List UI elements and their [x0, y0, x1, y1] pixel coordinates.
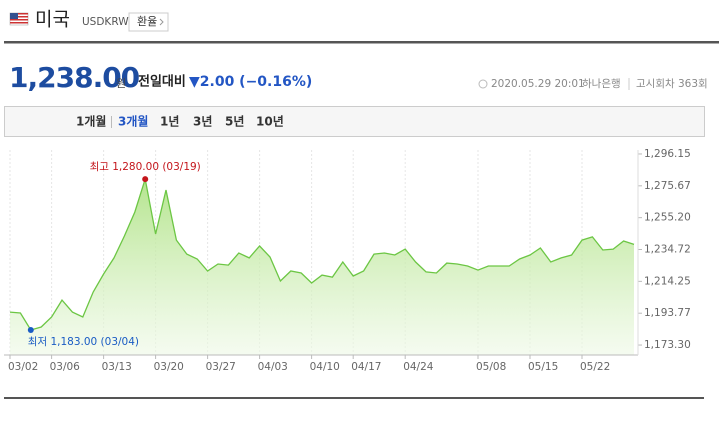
button[interactable]: 환율	[137, 15, 157, 28]
y-tick-label: 1,275.67	[644, 180, 691, 192]
flag	[9, 12, 29, 26]
tab-bar	[4, 106, 705, 137]
x-tick-label: 05/08	[476, 361, 506, 373]
round: 고시회차 363회	[636, 78, 708, 90]
tab[interactable]: 3개월	[118, 114, 148, 129]
annotation-dot	[27, 326, 34, 333]
annotation-dot	[142, 176, 149, 183]
change: ▼2.00 (−0.16%)	[189, 74, 312, 90]
change-label: 전일대비	[138, 74, 186, 90]
divider	[4, 41, 719, 44]
area	[10, 179, 634, 355]
line	[9, 178, 635, 331]
tab[interactable]: 10년	[256, 115, 284, 129]
price: 1,238.00	[9, 61, 140, 94]
country: 미국	[35, 9, 70, 31]
x-tick-label: 04/10	[310, 361, 340, 373]
x-tick-label: 03/06	[50, 361, 81, 373]
x-tick-label: 05/15	[528, 361, 558, 373]
x-tick-label: 05/22	[580, 361, 610, 373]
y-tick-label: 1,173.30	[644, 339, 691, 351]
tab[interactable]: 1개월	[76, 114, 106, 129]
y-tick-label: 1,296.15	[644, 148, 691, 160]
divider	[4, 397, 704, 399]
y-tick-label: 1,255.20	[644, 212, 691, 224]
x-tick-label: 04/03	[258, 361, 288, 373]
x-tick-label: 03/27	[206, 361, 236, 373]
unit: 원	[116, 77, 126, 90]
tab[interactable]: 5년	[225, 115, 244, 129]
bank: 하나은행	[582, 77, 621, 90]
button-frame[interactable]	[128, 12, 169, 32]
tab[interactable]: 3년	[193, 115, 212, 129]
annotation: 최저 1,183.00 (03/04)	[28, 336, 139, 348]
code: USDKRW	[82, 16, 129, 28]
x-tick-label: 03/13	[102, 361, 132, 373]
y-tick-label: 1,193.77	[644, 307, 691, 319]
datetime: 2020.05.29 20:01	[491, 78, 585, 90]
x-tick-label: 04/17	[351, 361, 381, 373]
annotation: 최고 1,280.00 (03/19)	[90, 161, 201, 173]
y-tick-label: 1,214.25	[644, 275, 691, 287]
tab[interactable]: 1년	[160, 115, 179, 129]
y-tick-label: 1,234.72	[644, 244, 691, 256]
x-tick-label: 03/20	[154, 361, 184, 373]
x-tick-label: 04/24	[403, 361, 434, 373]
x-tick-label: 03/02	[8, 361, 38, 373]
